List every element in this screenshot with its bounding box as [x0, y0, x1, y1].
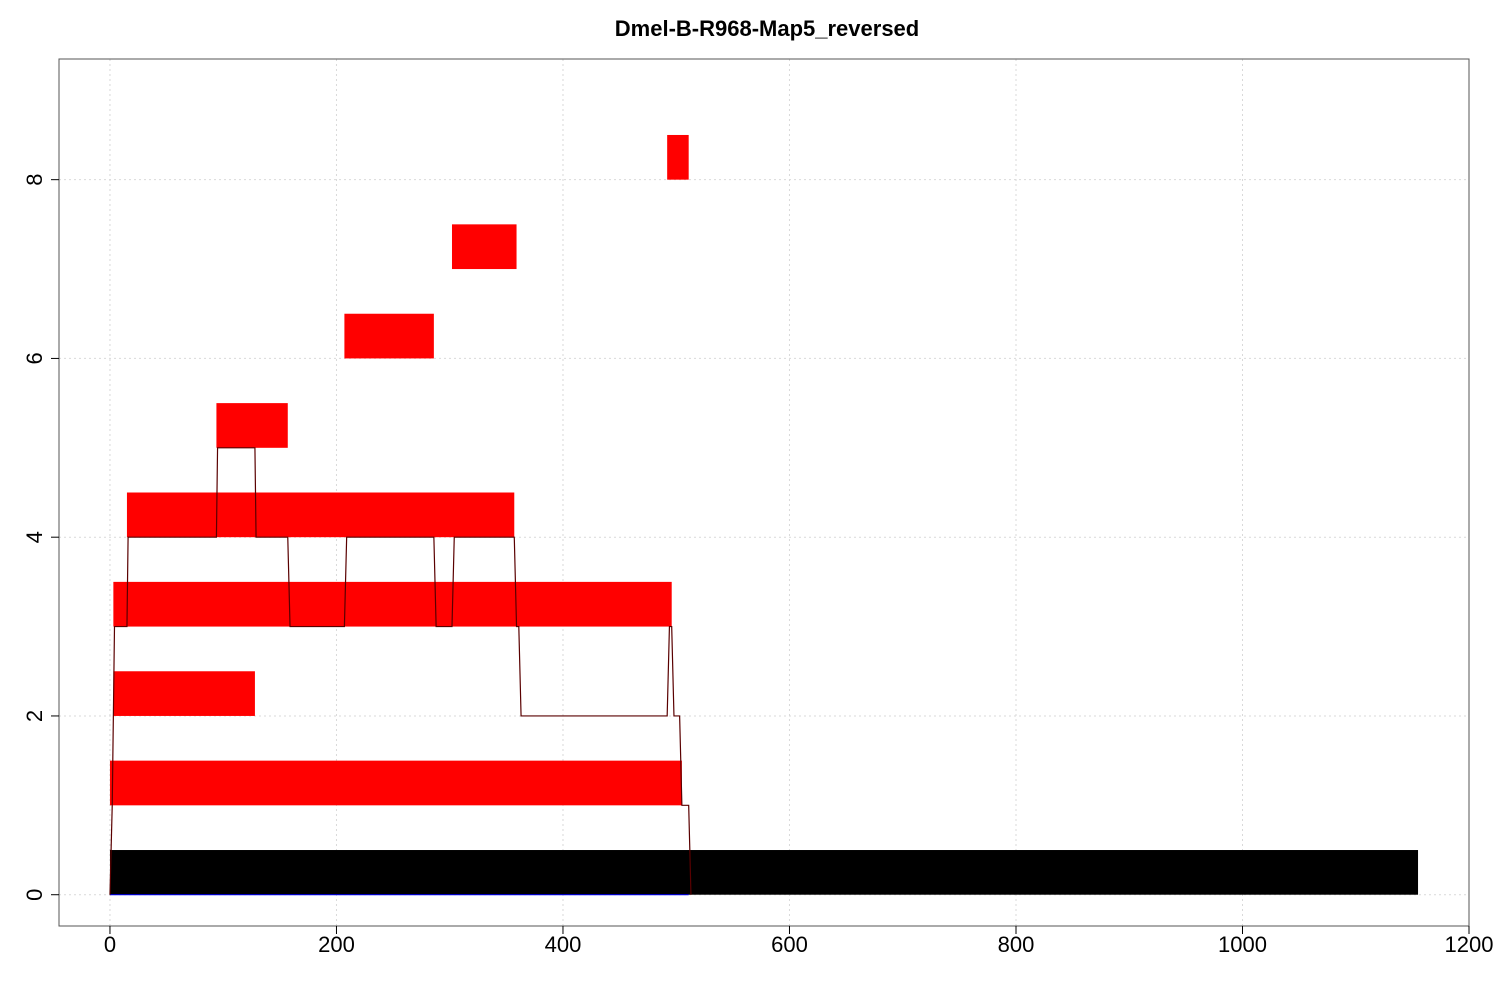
coverage-line: [109, 447, 692, 895]
segment-bar: [113, 671, 255, 716]
segment-bar: [113, 581, 672, 627]
x-tick-label: 400: [545, 932, 582, 957]
x-tick-label: 800: [998, 932, 1035, 957]
segment-bar: [216, 403, 288, 448]
x-tick-label: 200: [318, 932, 355, 957]
y-tick-label: 6: [22, 352, 47, 364]
y-axis: 0 2 4 6 8: [22, 174, 59, 901]
coverage-lines: [109, 447, 692, 896]
x-tick-label: 0: [104, 932, 116, 957]
y-tick-label: 8: [22, 174, 47, 186]
plot-frame: [58, 58, 1470, 927]
segment-bars: [109, 134, 1419, 895]
y-tick-label: 0: [22, 889, 47, 901]
x-tick-label: 1200: [1445, 932, 1494, 957]
segment-bar: [109, 760, 682, 806]
y-tick-label: 4: [22, 531, 47, 543]
segment-bar: [344, 313, 434, 359]
reference-bar: [109, 850, 1419, 895]
segment-bar: [126, 492, 515, 538]
x-tick-label: 1000: [1218, 932, 1267, 957]
x-tick-label: 600: [771, 932, 808, 957]
x-axis: 0 200 400 600 800 1000 1200: [104, 926, 1494, 957]
y-tick-label: 2: [22, 710, 47, 722]
chart-title: Dmel-B-R968-Map5_reversed: [614, 16, 920, 41]
segment-bar: [667, 134, 689, 180]
segment-bar: [451, 224, 517, 270]
